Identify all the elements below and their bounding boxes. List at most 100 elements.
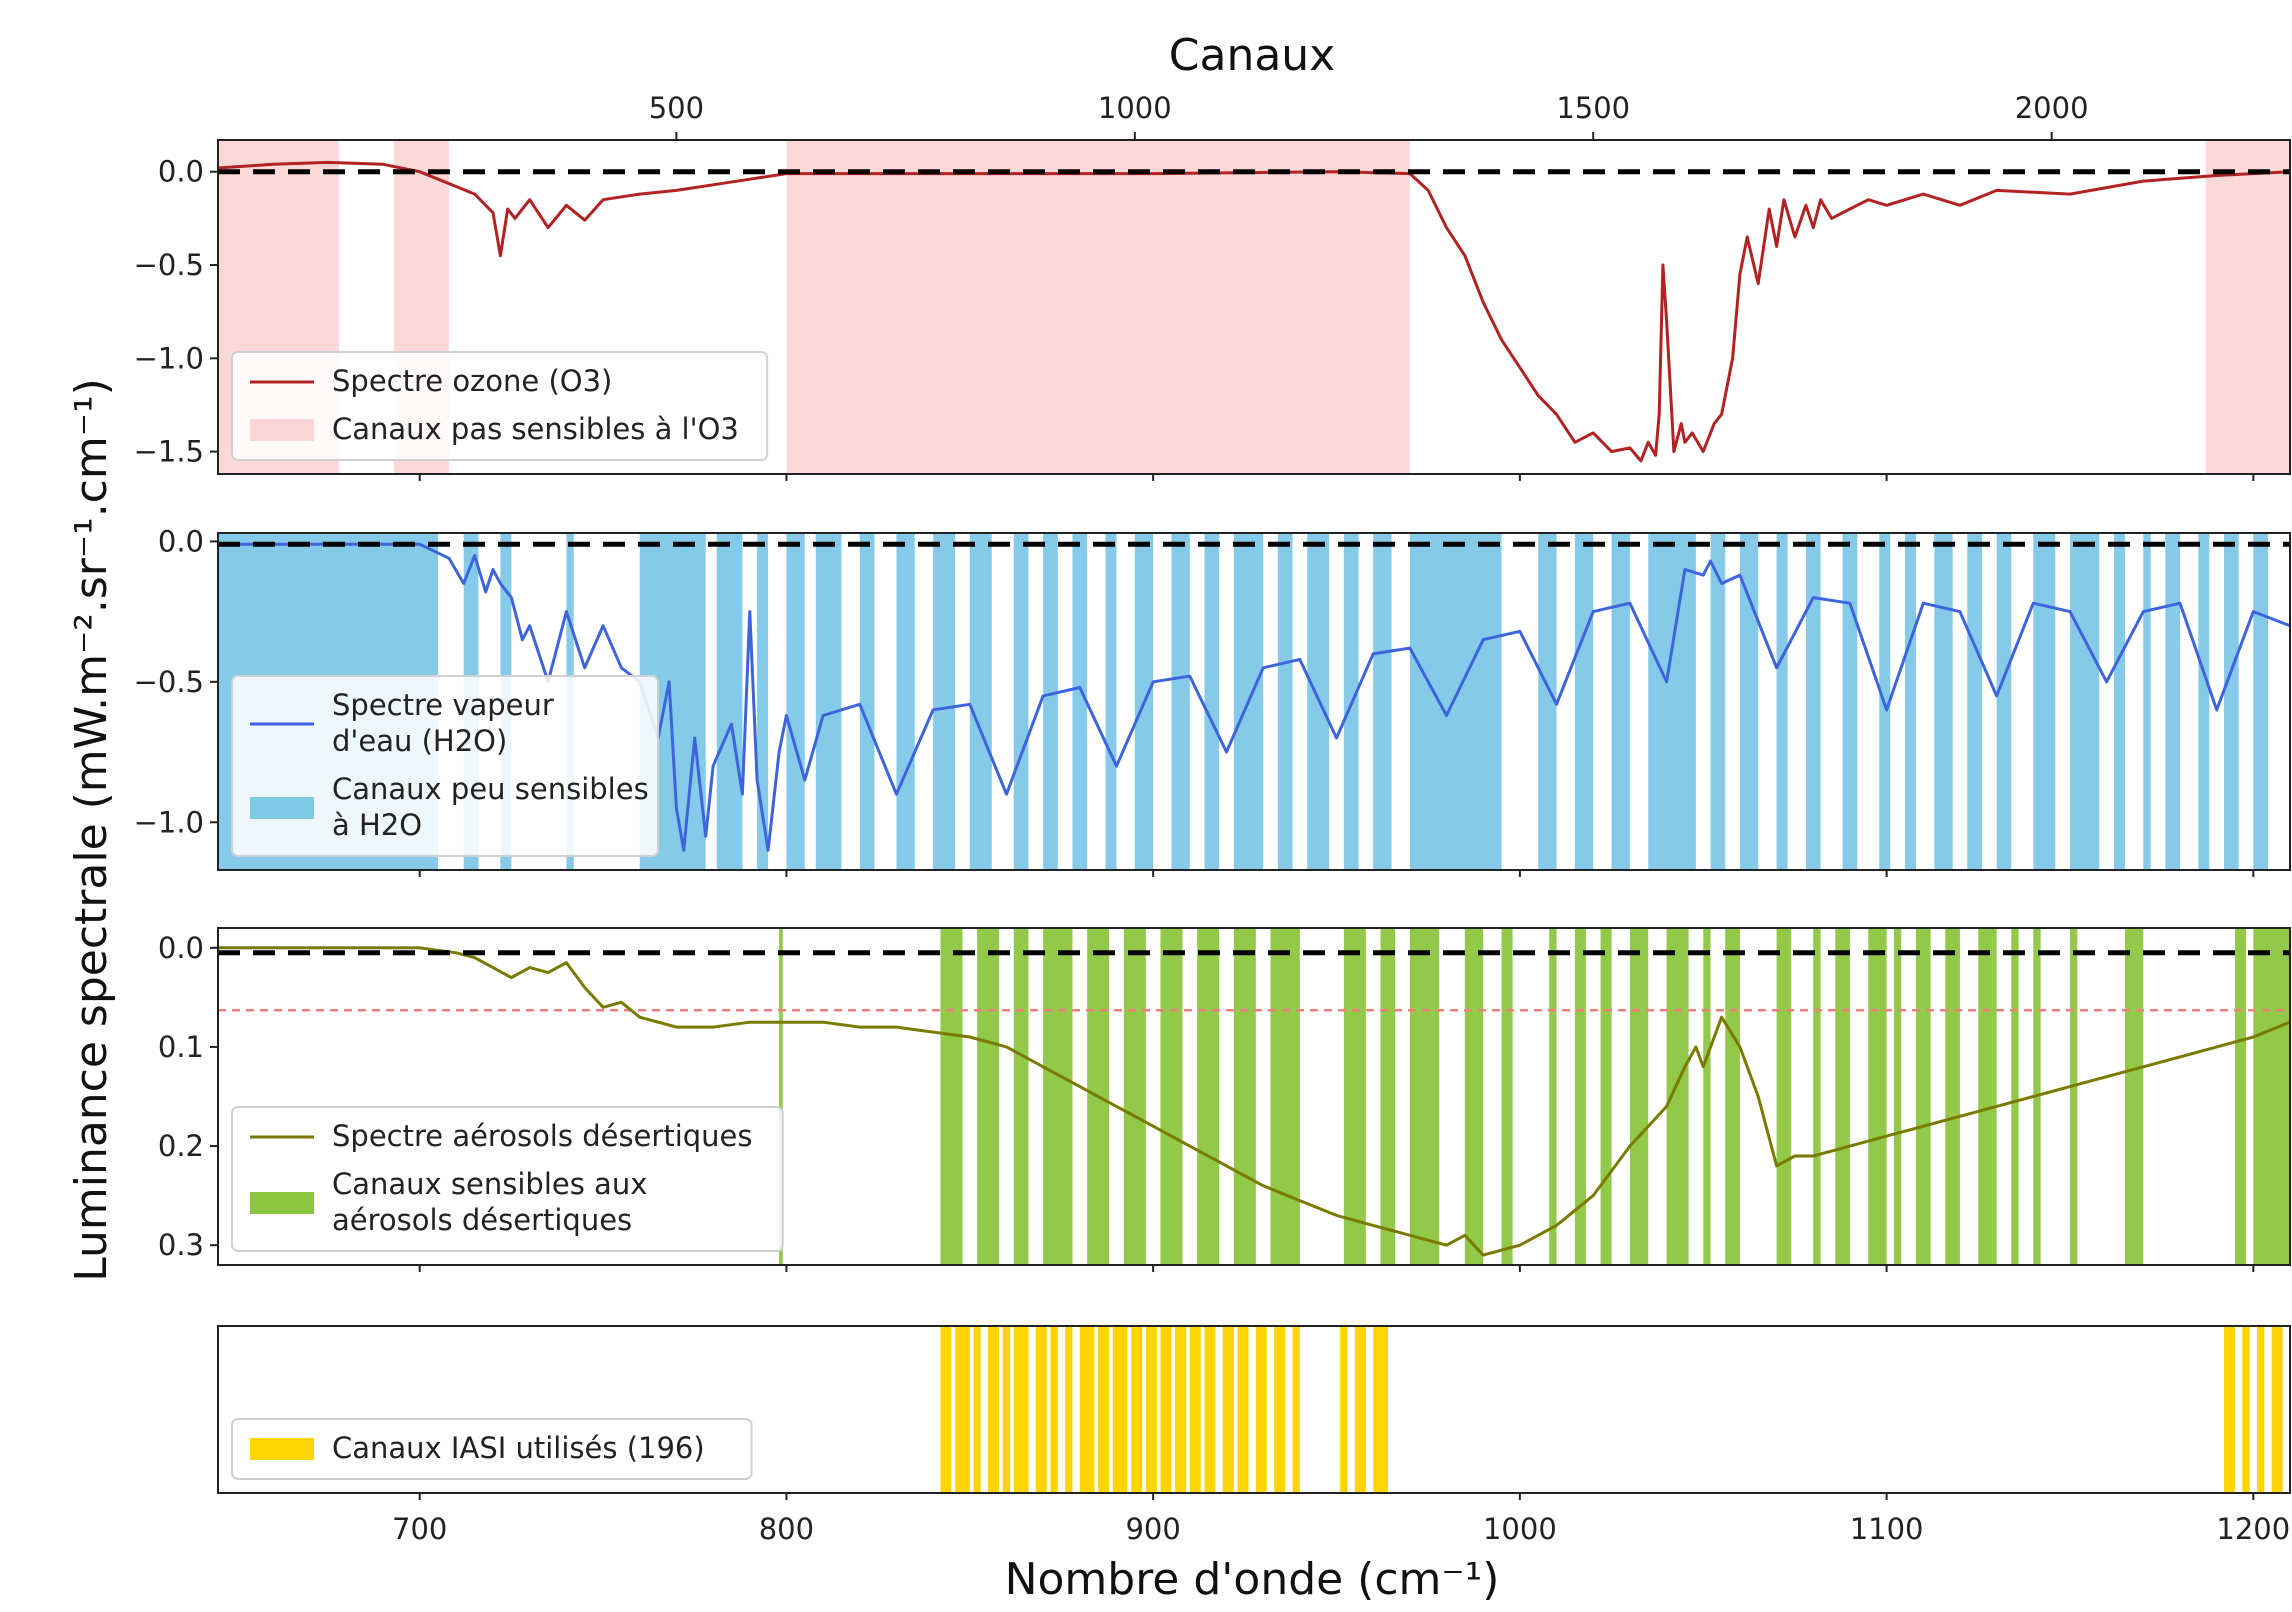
h2o-band-19 — [1204, 533, 1220, 870]
ozone-ytick-label-2: −1.0 — [134, 341, 204, 375]
aerosol-band-29 — [1945, 928, 1960, 1265]
aerosol-band-11 — [1343, 928, 1366, 1265]
aerosol-band-4 — [1043, 928, 1073, 1265]
aerosol-band-0 — [779, 928, 783, 1265]
iasi-band-24 — [1354, 1326, 1366, 1493]
iasi-legend-band-text-0: Canaux IASI utilisés (196) — [332, 1431, 705, 1465]
x-axis-label: Nombre d'onde (cm⁻¹) — [1005, 1554, 1500, 1605]
aerosol-band-12 — [1380, 928, 1396, 1265]
h2o-band-39 — [1996, 533, 2012, 870]
iasi-band-1 — [955, 1326, 970, 1493]
aerosol-band-19 — [1629, 928, 1649, 1265]
iasi-band-13 — [1145, 1326, 1157, 1493]
h2o-band-27 — [1574, 533, 1594, 870]
aerosol-band-14 — [1464, 928, 1484, 1265]
h2o-band-38 — [1967, 533, 1982, 870]
aerosol-band-23 — [1776, 928, 1792, 1265]
h2o-band-11 — [933, 533, 956, 870]
h2o-frame — [217, 532, 2291, 871]
x-tick-label-2: 900 — [1125, 1512, 1180, 1546]
h2o-band-8 — [815, 533, 842, 870]
aerosol-band-3 — [1013, 928, 1029, 1265]
ozone-legend-line-text-0: Spectre ozone (O3) — [332, 364, 612, 398]
h2o-band-7 — [786, 533, 805, 870]
aerosol-band-25 — [1835, 928, 1850, 1265]
h2o-band-45 — [2198, 533, 2210, 870]
aerosol-band-22 — [1725, 928, 1740, 1265]
h2o-band-42 — [2113, 533, 2125, 870]
h2o-band-10 — [896, 533, 915, 870]
iasi-band-17 — [1204, 1326, 1216, 1493]
iasi-legend-box — [231, 1418, 753, 1480]
iasi-band-19 — [1237, 1326, 1249, 1493]
h2o-band-24 — [1373, 533, 1392, 870]
h2o-band-5 — [716, 533, 743, 870]
h2o-band-12 — [969, 533, 992, 870]
ozone-legend-box — [231, 351, 769, 461]
aerosol-band-17 — [1574, 928, 1586, 1265]
ozone-ytick-label-1: −0.5 — [134, 248, 204, 282]
h2o-band-28 — [1611, 533, 1630, 870]
h2o-band-47 — [2253, 533, 2268, 870]
h2o-band-29 — [1648, 533, 1696, 870]
aerosol-legend-band-text-1: aérosols désertiques — [332, 1203, 632, 1237]
iasi-band-23 — [1340, 1326, 1348, 1493]
h2o-band-6 — [757, 533, 769, 870]
iasi-band-11 — [1112, 1326, 1128, 1493]
x-tick-label-1: 800 — [759, 1512, 814, 1546]
x-tick-label-0: 700 — [392, 1512, 447, 1546]
iasi-band-29 — [2271, 1326, 2283, 1493]
h2o-band-25 — [1409, 533, 1502, 870]
h2o-band-40 — [2033, 533, 2056, 870]
h2o-series-line — [218, 542, 2290, 852]
aerosol-band-6 — [1123, 928, 1146, 1265]
h2o-legend-band-text-0: Canaux peu sensibles — [332, 772, 649, 806]
aerosol-band-8 — [1197, 928, 1220, 1265]
ozone-ytick-label-3: −1.5 — [134, 435, 204, 469]
aerosol-band-9 — [1233, 928, 1256, 1265]
h2o-ytick-label-2: −1.0 — [134, 805, 204, 839]
h2o-band-41 — [2069, 533, 2100, 870]
aerosol-frame — [217, 927, 2291, 1266]
aerosol-series-line — [218, 946, 2290, 1257]
iasi-band-7 — [1050, 1326, 1058, 1493]
iasi-band-6 — [1035, 1326, 1047, 1493]
y-axis-label: Luminance spectrale (mW.m⁻².sr⁻¹.cm⁻¹) — [66, 378, 117, 1282]
h2o-legend-line-text-0: Spectre vapeur — [332, 688, 554, 722]
h2o-band-43 — [2143, 533, 2151, 870]
h2o-band-21 — [1277, 533, 1293, 870]
iasi-band-25 — [1373, 1326, 1388, 1493]
aerosol-band-7 — [1160, 928, 1183, 1265]
h2o-legend-band-text-1: à H2O — [332, 808, 422, 842]
ozone-frame — [217, 139, 2291, 475]
iasi-band-18 — [1222, 1326, 1234, 1493]
h2o-ytick-label-0: 0.0 — [158, 524, 204, 558]
aerosol-band-26 — [1868, 928, 1887, 1265]
aerosol-band-35 — [2234, 928, 2246, 1265]
h2o-band-26 — [1538, 533, 1557, 870]
iasi-band-12 — [1131, 1326, 1143, 1493]
ozone-band-2 — [786, 140, 1410, 474]
iasi-band-10 — [1098, 1326, 1110, 1493]
ozone-ytick-label-0: 0.0 — [158, 155, 204, 189]
iasi-band-15 — [1175, 1326, 1187, 1493]
aerosol-legend-band-text-0: Canaux sensibles aux — [332, 1167, 647, 1201]
iasi-band-27 — [2242, 1326, 2250, 1493]
aerosol-legend: Spectre aérosols désertiques Canaux sensi… — [231, 1106, 784, 1252]
ozone-band-3 — [2205, 140, 2290, 474]
top-axis-label: Canaux — [1169, 30, 1335, 81]
aerosol-band-21 — [1703, 928, 1711, 1265]
h2o-band-44 — [2165, 533, 2180, 870]
iasi-band-9 — [1079, 1326, 1095, 1493]
top-tick-label-0: 500 — [649, 91, 704, 125]
iasi-band-28 — [2256, 1326, 2265, 1493]
iasi-band-14 — [1160, 1326, 1172, 1493]
h2o-band-9 — [859, 533, 875, 870]
h2o-band-14 — [1043, 533, 1058, 870]
h2o-band-32 — [1776, 533, 1788, 870]
aerosol-band-36 — [2253, 928, 2290, 1265]
h2o-legend-box — [231, 675, 659, 857]
x-tick-label-3: 1000 — [1483, 1512, 1557, 1546]
iasi-frame — [217, 1325, 2291, 1494]
